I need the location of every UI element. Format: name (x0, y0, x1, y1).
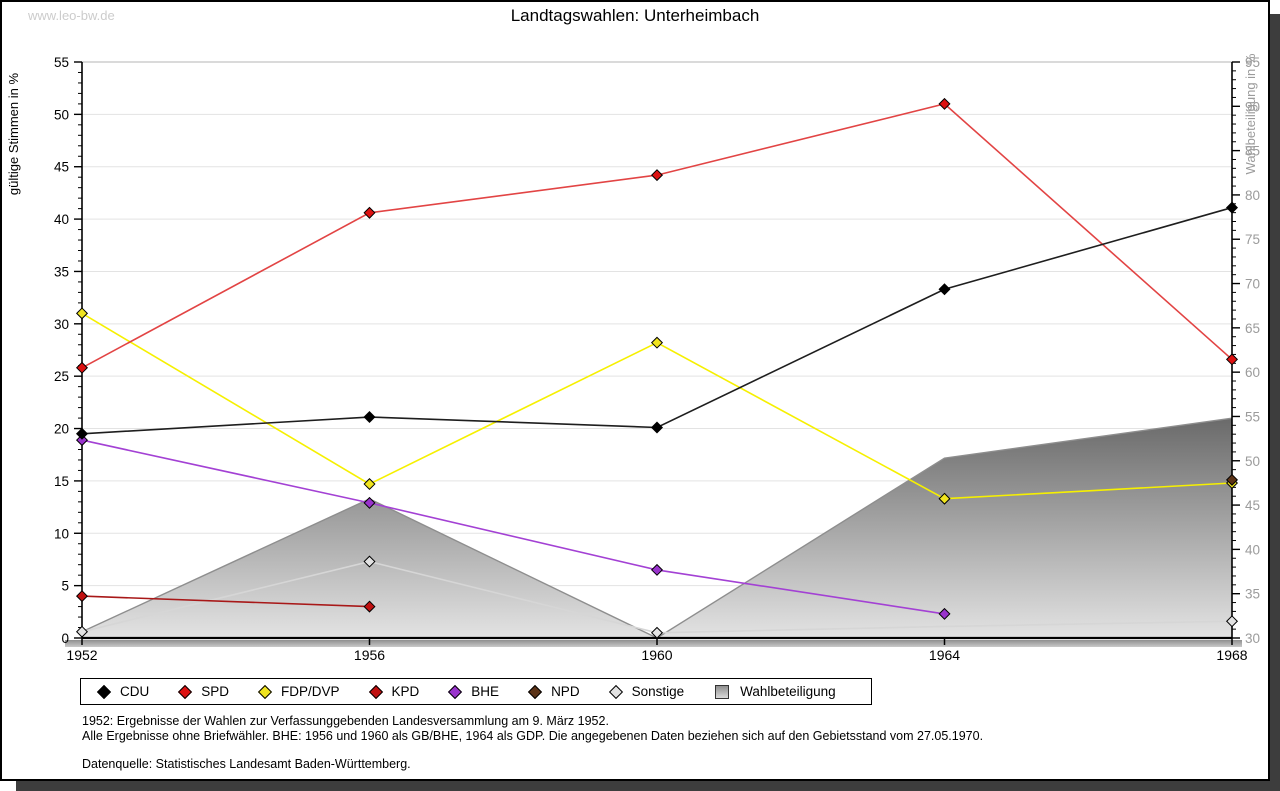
y-left-tick-label: 50 (54, 107, 69, 122)
legend-item-npd: NPD (527, 684, 580, 699)
legend-diamond-icon (448, 684, 463, 699)
legend-label: FDP/DVP (281, 684, 340, 699)
y-right-tick-label: 90 (1245, 99, 1260, 114)
y-right-tick-label: 80 (1245, 188, 1260, 203)
series-line-CDU (81, 206, 1233, 435)
y-left-tick-label: 0 (61, 631, 69, 646)
y-left-tick-label: 10 (54, 526, 69, 541)
y-left-tick-label: 35 (54, 264, 69, 279)
y-right-tick-label: 65 (1245, 321, 1260, 336)
data-point-BHE (363, 496, 376, 509)
y-left-tick-label: 15 (54, 474, 69, 489)
data-point-NPD (1225, 473, 1239, 486)
legend-label: SPD (201, 684, 230, 699)
data-point-BHE (650, 563, 664, 576)
y-left-axis-title: gültige Stimmen in % (6, 73, 21, 196)
legend-label: CDU (120, 684, 150, 699)
y-right-tick-label: 75 (1245, 232, 1260, 247)
y-left-tick-label: 20 (54, 422, 69, 437)
y-right-axis-title: Wahlbeteiligung in % (1243, 53, 1258, 174)
data-point-Sonstige (75, 625, 89, 638)
frame-shadow-right (1270, 14, 1280, 791)
legend-item-cdu: CDU (96, 684, 150, 699)
y-right-tick-label: 30 (1245, 631, 1260, 646)
data-point-SPD (938, 97, 951, 110)
legend-item-bhe: BHE (448, 684, 500, 699)
footnote-line-2: Alle Ergebnisse ohne Briefwähler. BHE: 1… (82, 729, 984, 744)
series-line-SPD (81, 103, 1233, 369)
data-point-FDP/DVP (938, 492, 951, 505)
plot-area: 0 5 10 15 20 25 30 35 40 45 50 55 30 35 40 45 50 55 60 65 70… (6, 53, 1260, 663)
data-point-CDU (75, 427, 89, 440)
data-point-SPD (363, 206, 376, 219)
data-point-KPD (75, 590, 89, 603)
x-tick-label: 1960 (641, 647, 672, 663)
x-tick-label: 1956 (354, 647, 385, 663)
page-title: Landtagswahlen: Unterheimbach (510, 6, 760, 25)
y-left-tick-label: 55 (54, 55, 69, 70)
footnotes: 1952: Ergebnisse der Wahlen zur Verfassu… (82, 714, 983, 772)
y-left-tick-label: 40 (54, 212, 69, 227)
y-right-tick-label: 55 (1245, 409, 1260, 424)
chart-canvas: www.leo-bw.de Landtagswahlen: Unterheimb… (0, 0, 1270, 781)
y-right-tick-label: 45 (1245, 498, 1260, 513)
y-left-tick-label: 30 (54, 317, 69, 332)
y-left-tick-label: 25 (54, 369, 69, 384)
y-right-tick-label: 50 (1245, 454, 1260, 469)
y-right-tick-label: 40 (1245, 542, 1260, 557)
x-tick-label: 1968 (1216, 647, 1247, 663)
legend: CDU SPD FDP/DVP KPD BHE NPD Sonstige Wahlbeteil… (80, 678, 872, 705)
data-point-BHE (75, 434, 89, 447)
data-point-Sonstige (363, 555, 376, 568)
data-point-KPD (363, 600, 376, 613)
axis-shadow-strip (65, 640, 1242, 647)
legend-label: Wahlbeteiligung (740, 684, 836, 699)
x-tick-label: 1952 (66, 647, 97, 663)
data-point-Sonstige (650, 626, 664, 639)
y-right-tick-label: 35 (1245, 587, 1260, 602)
data-point-SPD (1225, 353, 1239, 366)
legend-label: BHE (471, 684, 500, 699)
legend-diamond-icon (257, 684, 273, 699)
data-point-FDP/DVP (363, 478, 376, 491)
data-point-BHE (938, 607, 951, 620)
legend-diamond-icon (368, 684, 383, 699)
data-point-Sonstige (1225, 615, 1239, 628)
series-line-BHE (81, 439, 945, 615)
y-left-tick-label: 45 (54, 160, 69, 175)
data-point-SPD (75, 361, 89, 374)
legend-item-sonstige: Sonstige (608, 684, 685, 699)
legend-label: NPD (551, 684, 580, 699)
y-right-tick-label: 95 (1245, 55, 1260, 70)
legend-diamond-icon (608, 684, 623, 699)
data-point-FDP/DVP (75, 307, 89, 320)
data-point-CDU (938, 283, 951, 296)
legend-diamond-icon (527, 684, 543, 699)
legend-item-fdp-dvp: FDP/DVP (257, 684, 340, 699)
footnote-source: Datenquelle: Statistisches Landesamt Bad… (82, 756, 411, 771)
legend-item-spd: SPD (178, 684, 230, 699)
frame-shadow-bottom (16, 781, 1270, 791)
legend-diamond-icon (96, 684, 112, 699)
data-point-SPD (650, 169, 664, 182)
legend-label: Sonstige (631, 684, 685, 699)
legend-item-wahlbeteiligung: Wahlbeteiligung (715, 684, 836, 699)
legend-label: KPD (391, 684, 420, 699)
y-right-tick-label: 70 (1245, 277, 1260, 292)
turnout-area (82, 418, 1232, 638)
data-point-CDU (1225, 201, 1239, 214)
y-right-tick-label: 85 (1245, 144, 1260, 159)
data-point-FDP/DVP (650, 336, 664, 349)
legend-diamond-icon (178, 684, 193, 699)
series-line-KPD (81, 595, 370, 608)
y-left-tick-label: 5 (61, 579, 69, 594)
legend-item-kpd: KPD (368, 684, 420, 699)
footnote-line-1: 1952: Ergebnisse der Wahlen zur Verfassu… (82, 714, 609, 728)
y-right-tick-label: 60 (1245, 365, 1260, 380)
watermark: www.leo-bw.de (28, 8, 115, 23)
x-tick-label: 1964 (929, 647, 960, 663)
data-point-CDU (650, 421, 664, 434)
legend-square-icon (715, 684, 730, 699)
data-point-CDU (363, 411, 376, 424)
